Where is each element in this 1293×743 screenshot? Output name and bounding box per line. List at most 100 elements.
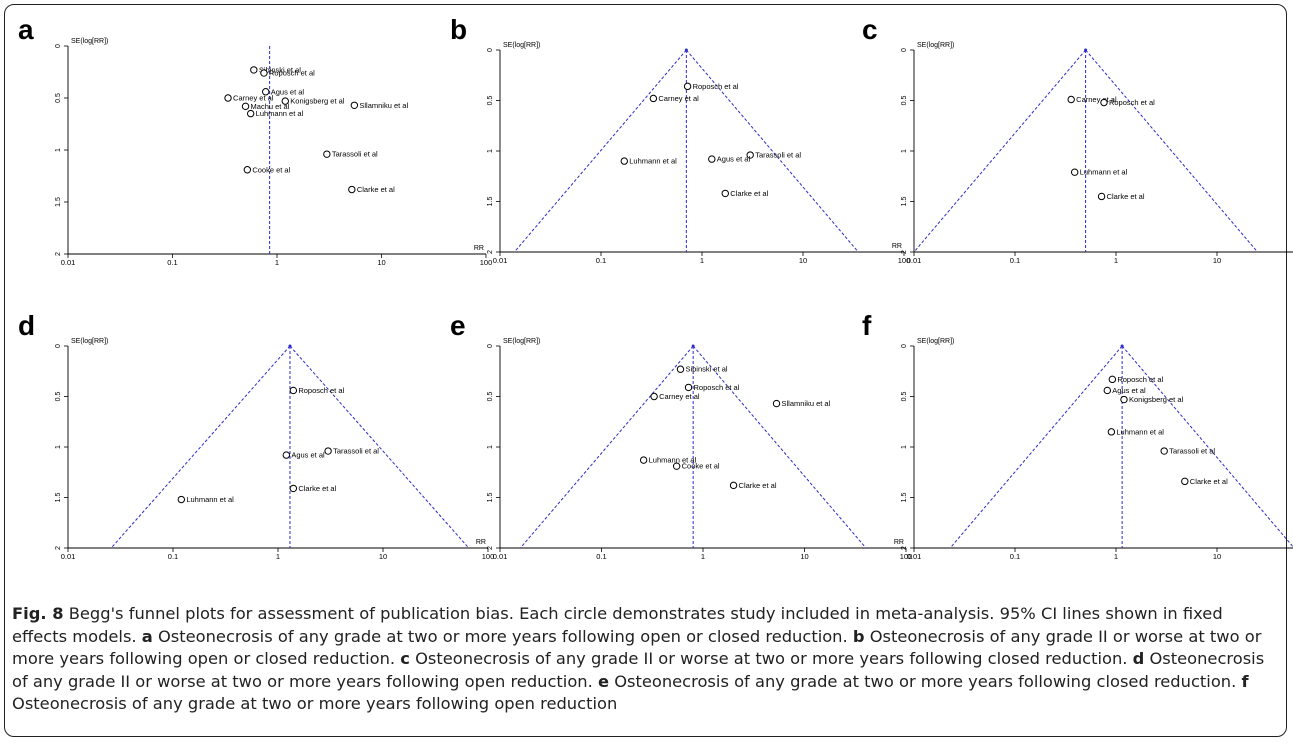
study-label: Tarassoli et al	[333, 447, 379, 456]
study-label: Konigsberg et al	[1129, 395, 1184, 404]
study-point	[1107, 428, 1116, 436]
figure-frame	[4, 4, 1287, 737]
study-point	[177, 495, 186, 504]
x-axis-label: RR	[892, 243, 902, 250]
x-tick-label: 0.01	[907, 552, 922, 561]
funnel-ci-right-line	[1121, 345, 1293, 548]
study-point	[289, 386, 298, 395]
y-tick-label: 1	[487, 149, 494, 153]
x-tick-label: 10	[800, 552, 808, 561]
study-point	[1181, 477, 1189, 486]
study-point	[224, 94, 232, 102]
y-tick-label: 2	[901, 546, 908, 550]
y-tick-label: 0.5	[487, 96, 494, 106]
x-tick-label: 0.01	[907, 256, 922, 265]
study-label: Machu et al	[251, 102, 290, 111]
study-label: Roposch et al	[693, 82, 739, 91]
x-tick-label: 1	[275, 258, 279, 267]
y-tick-label: 0	[901, 344, 908, 348]
study-label: Luhmann et al	[1080, 168, 1128, 177]
x-tick-label: 10	[799, 256, 807, 265]
caption-part-letter: f	[1241, 671, 1249, 691]
caption-part-text: Osteonecrosis of any grade II or worse a…	[12, 649, 1265, 691]
y-axis-label: SE(log[RR])	[71, 338, 108, 345]
y-tick-label: 2	[55, 546, 62, 550]
study-point	[1108, 375, 1117, 384]
funnel-ci-left-line	[913, 49, 1086, 253]
funnel-ci-left-line	[110, 345, 291, 549]
funnel-plot-svg: 00.511.520.01 0.1 1 10 100SE(log[RR])RRSibin…	[55, 38, 492, 267]
study-point	[1120, 395, 1128, 404]
study-label: Clarke et al	[298, 484, 336, 493]
x-tick-label: 10	[1213, 256, 1221, 265]
study-label: Roposch et al	[1109, 98, 1155, 107]
y-tick-label: 2	[55, 252, 62, 256]
caption-intro: Begg's funnel plots for assessment of pu…	[12, 604, 1223, 646]
funnel-ci-right-line	[289, 345, 470, 549]
y-tick-label: 1.5	[487, 197, 494, 207]
study-label: Carney et al	[1076, 95, 1117, 104]
study-point	[639, 456, 648, 464]
study-point	[721, 189, 729, 198]
study-label: Roposch et al	[1117, 375, 1163, 384]
y-tick-label: 0.5	[901, 392, 908, 402]
study-point	[348, 185, 356, 194]
caption-figure-label: Fig. 8	[12, 604, 64, 623]
x-tick-label: 0.1	[596, 552, 606, 561]
x-tick-label: 1	[1114, 256, 1118, 265]
caption-part-letter: b	[852, 626, 865, 646]
caption-part-text: Osteonecrosis of any grade II or worse a…	[12, 626, 1262, 669]
study-label: Cooke et al	[682, 462, 720, 471]
x-tick-label: 1	[276, 552, 280, 561]
caption-part-text: Osteonecrosis of any grade at two or mor…	[12, 694, 618, 713]
x-tick-label: 10	[379, 552, 387, 561]
y-tick-label: 1	[901, 445, 908, 449]
study-point	[650, 392, 658, 401]
study-point	[260, 69, 268, 77]
funnel-plot-svg: 00.511.520.010.1110100SE(log[RR])RRRopos…	[901, 338, 1293, 561]
figure-caption: Fig. 8 Begg's funnel plots for assessmen…	[12, 603, 1272, 716]
study-label: Konigsberg et al	[290, 97, 345, 106]
study-label: Sllamniku et al	[359, 101, 408, 110]
study-point	[649, 94, 658, 103]
x-axis-label: RR	[476, 539, 486, 546]
study-point	[676, 365, 685, 373]
caption-part-letter: a	[141, 626, 153, 646]
y-axis-label: SE(log[RR])	[917, 338, 954, 345]
y-tick-label: 0.5	[55, 392, 62, 402]
study-point	[708, 155, 716, 163]
study-point	[746, 151, 754, 159]
y-tick-label: 1.5	[487, 493, 494, 503]
y-axis-label: SE(log[RR])	[917, 42, 954, 49]
y-tick-label: 2	[487, 546, 494, 550]
study-point	[1100, 98, 1108, 107]
study-point	[289, 484, 298, 493]
study-point	[1067, 95, 1075, 104]
y-tick-label: 2	[901, 250, 908, 254]
study-point	[1070, 168, 1079, 176]
study-label: Luhmann et al	[186, 495, 234, 504]
study-point	[262, 88, 270, 96]
study-point	[1103, 386, 1111, 395]
x-axis-label: RR	[894, 539, 904, 546]
study-label: Tarassoli et al	[1169, 447, 1215, 456]
y-tick-label: 1	[55, 445, 62, 449]
panel-letter: e	[450, 310, 466, 341]
study-label: Clarke et al	[739, 481, 777, 490]
y-tick-label: 2	[487, 250, 494, 254]
study-point	[1160, 447, 1168, 455]
study-point	[350, 101, 359, 109]
study-label: Luhmann et al	[629, 157, 677, 166]
study-point	[683, 82, 692, 91]
study-label: Roposch et al	[298, 386, 344, 395]
study-label: Roposch et al	[269, 69, 315, 78]
funnel-ci-right-line	[685, 49, 859, 253]
study-label: Clarke et al	[730, 189, 768, 198]
study-label: Tarassoli et al	[755, 151, 801, 160]
panel-letter: f	[862, 310, 872, 341]
caption-part-letter: d	[1132, 649, 1145, 668]
study-label: Clarke et al	[1190, 477, 1228, 486]
study-label: Roposch et al	[694, 383, 740, 392]
